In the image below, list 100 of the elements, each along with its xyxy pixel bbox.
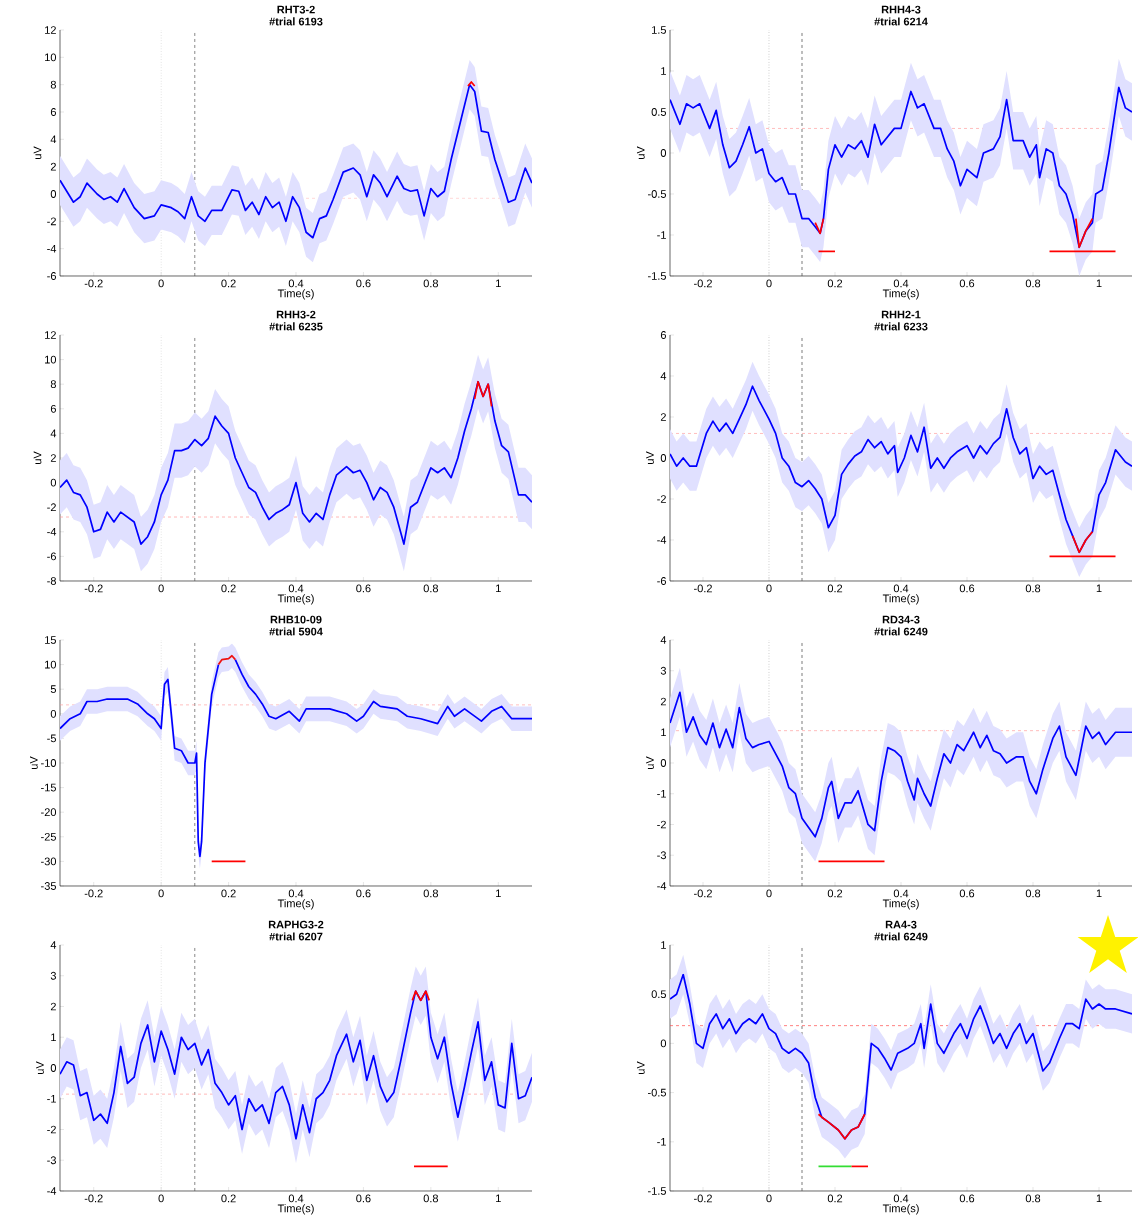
y-tick-label: 5 bbox=[50, 685, 56, 694]
x-tick-label: 0.4 bbox=[893, 1194, 909, 1203]
x-tick-label: 0.4 bbox=[288, 1194, 304, 1203]
y-tick-label: 4 bbox=[50, 429, 57, 438]
y-tick-label: 10 bbox=[45, 660, 57, 669]
x-tick-label: 0.6 bbox=[356, 584, 371, 593]
y-tick-label: -1 bbox=[47, 1094, 56, 1103]
chart-subtitle: #trial 6235 bbox=[269, 322, 323, 331]
x-tick-label: 0.2 bbox=[221, 1194, 236, 1203]
chart-subtitle: #trial 6214 bbox=[874, 17, 928, 26]
y-tick-label: -0.5 bbox=[648, 1088, 666, 1097]
y-tick-label: 0 bbox=[50, 709, 57, 718]
x-tick-label: 1 bbox=[496, 584, 501, 593]
x-tick-label: 0 bbox=[158, 279, 164, 288]
y-tick-label: -2 bbox=[47, 1125, 56, 1134]
y-tick-label: 2 bbox=[660, 697, 666, 706]
chart-subtitle: #trial 5904 bbox=[269, 627, 323, 636]
y-tick-label: 4 bbox=[50, 941, 57, 949]
x-tick-label: 0.2 bbox=[221, 584, 236, 593]
x-tick-label: 0.4 bbox=[288, 279, 304, 288]
y-axis-title: uV bbox=[646, 756, 654, 769]
y-tick-label: 4 bbox=[50, 135, 57, 144]
x-tick-label: 1 bbox=[1096, 1194, 1102, 1203]
x-axis-title: Time(s) bbox=[277, 594, 314, 605]
y-tick-label: 0.5 bbox=[651, 990, 666, 999]
y-tick-label: 3 bbox=[660, 666, 666, 675]
x-axis-title: Time(s) bbox=[882, 289, 919, 300]
chart-title: RA4-3 bbox=[885, 920, 917, 929]
x-tick-label: 0.8 bbox=[423, 889, 439, 898]
y-tick-label: -1 bbox=[657, 789, 666, 798]
x-tick-label: 0.2 bbox=[221, 889, 236, 898]
y-tick-label: 4 bbox=[660, 372, 667, 380]
x-axis-title: Time(s) bbox=[882, 899, 919, 910]
y-tick-label: -3 bbox=[657, 851, 666, 860]
y-tick-label: -6 bbox=[657, 577, 666, 585]
x-tick-label: 0.2 bbox=[827, 1194, 843, 1203]
y-axis-title: uV bbox=[636, 146, 645, 159]
y-tick-label: 10 bbox=[45, 355, 57, 364]
x-axis-title: Time(s) bbox=[882, 594, 919, 605]
y-tick-label: 1.5 bbox=[652, 26, 666, 34]
chart-subtitle: #trial 6249 bbox=[874, 932, 928, 941]
y-tick-label: -20 bbox=[41, 808, 57, 817]
y-tick-label: -2 bbox=[657, 495, 666, 503]
y-tick-label: 0.5 bbox=[651, 108, 666, 116]
y-tick-label: -4 bbox=[657, 536, 667, 544]
y-tick-label: -1.5 bbox=[648, 272, 666, 280]
y-tick-label: 0 bbox=[50, 190, 57, 198]
x-tick-label: 0.6 bbox=[959, 584, 975, 593]
y-axis-title: uV bbox=[30, 756, 38, 769]
x-tick-label: 0.2 bbox=[827, 584, 843, 593]
x-tick-label: -0.2 bbox=[84, 279, 103, 288]
y-tick-label: 12 bbox=[45, 26, 56, 34]
y-tick-label: -3 bbox=[47, 1156, 56, 1165]
chart-subtitle: #trial 6249 bbox=[874, 627, 928, 636]
y-tick-label: 1 bbox=[661, 728, 666, 737]
y-axis-title: uV bbox=[636, 1061, 645, 1074]
x-tick-label: 0.8 bbox=[423, 279, 439, 288]
chart-title: RD34-3 bbox=[882, 615, 920, 624]
chart-title: RHH3-2 bbox=[276, 310, 316, 319]
y-tick-label: 2 bbox=[50, 454, 56, 462]
y-axis-title: uV bbox=[33, 146, 42, 159]
x-tick-label: 0.4 bbox=[288, 584, 304, 593]
y-tick-label: 2 bbox=[50, 1002, 56, 1011]
x-tick-label: 0.8 bbox=[423, 1194, 439, 1203]
y-tick-label: -5 bbox=[47, 734, 56, 743]
y-tick-label: -30 bbox=[41, 857, 57, 866]
y-tick-label: 8 bbox=[50, 80, 56, 89]
x-tick-label: 0.4 bbox=[893, 889, 909, 898]
x-tick-label: 0.4 bbox=[288, 889, 304, 898]
x-tick-label: 0.8 bbox=[1025, 1194, 1041, 1203]
x-tick-label: 0 bbox=[158, 1194, 164, 1203]
y-tick-label: -2 bbox=[657, 820, 666, 829]
x-tick-label: -0.2 bbox=[694, 584, 712, 593]
x-tick-label: 1 bbox=[1096, 279, 1102, 288]
y-tick-label: -4 bbox=[47, 244, 57, 253]
y-tick-label: -1 bbox=[657, 1138, 666, 1146]
y-tick-label: 1 bbox=[51, 1033, 56, 1042]
x-tick-label: 0.6 bbox=[356, 889, 371, 898]
x-tick-label: 0 bbox=[158, 889, 164, 898]
y-tick-label: 1 bbox=[661, 941, 666, 949]
x-tick-label: 0.8 bbox=[1025, 889, 1041, 898]
x-tick-label: 0.6 bbox=[959, 279, 975, 288]
x-tick-label: -0.2 bbox=[694, 1194, 712, 1203]
x-axis-title: Time(s) bbox=[277, 1204, 314, 1215]
y-tick-label: -2 bbox=[47, 217, 56, 226]
x-tick-label: 0 bbox=[158, 584, 164, 593]
y-tick-label: 1 bbox=[661, 67, 666, 75]
y-tick-label: -2 bbox=[47, 503, 56, 512]
y-tick-label: -4 bbox=[47, 1187, 57, 1195]
y-tick-label: -1 bbox=[657, 231, 666, 239]
y-tick-label: 12 bbox=[45, 331, 56, 339]
x-tick-label: -0.2 bbox=[84, 1194, 103, 1203]
y-tick-label: -10 bbox=[41, 759, 57, 767]
x-tick-label: 0.6 bbox=[356, 1194, 371, 1203]
chart-title: RHH2-1 bbox=[881, 310, 921, 319]
x-tick-label: 0.2 bbox=[827, 279, 843, 288]
x-tick-label: 0.8 bbox=[1025, 584, 1041, 593]
y-axis-title: uV bbox=[646, 451, 654, 464]
x-tick-label: 1 bbox=[496, 279, 501, 288]
y-tick-label: 2 bbox=[660, 413, 666, 421]
